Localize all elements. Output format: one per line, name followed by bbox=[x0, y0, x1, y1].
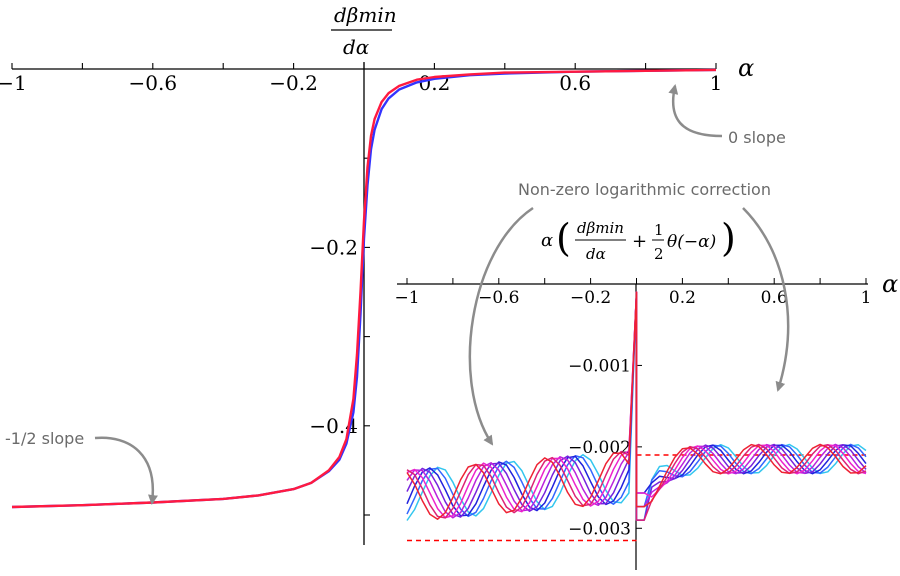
inset-chart: Non-zero logarithmic correction α ( dβmi… bbox=[394, 180, 898, 570]
inset-title: Non-zero logarithmic correction bbox=[518, 180, 771, 199]
inset-label-half-bottom: 2 bbox=[654, 245, 664, 263]
inset-x-tick-label: 1 bbox=[861, 288, 872, 308]
half-slope-label: -1/2 slope bbox=[5, 429, 84, 448]
main-y-ticks: −0.2−0.4 bbox=[309, 157, 370, 516]
inset-label-theta: θ(−α) bbox=[667, 232, 716, 252]
inset-label-open-paren: ( bbox=[556, 216, 571, 260]
inset-x-tick-label: 0.2 bbox=[669, 288, 696, 308]
half-slope-annotation: -1/2 slope bbox=[5, 429, 158, 505]
zero-slope-label: 0 slope bbox=[728, 128, 786, 147]
correction-arrow-right bbox=[742, 207, 790, 392]
inset-label-close-paren: ) bbox=[721, 216, 736, 260]
main-series-group bbox=[11, 68, 717, 509]
main-x-tick-label: 0.6 bbox=[559, 71, 591, 95]
correction-arrows bbox=[468, 206, 790, 446]
main-y-label-numerator: dβmin bbox=[334, 3, 397, 27]
inset-x-tick-label: −0.2 bbox=[570, 288, 611, 308]
inset-y-tick-label: −0.001 bbox=[568, 356, 631, 376]
inset-x-tick-label: −1 bbox=[394, 288, 419, 308]
main-series-line-2 bbox=[11, 68, 717, 509]
main-y-label-denominator: dα bbox=[343, 35, 370, 59]
zero-slope-arrow bbox=[668, 84, 723, 138]
inset-series-group bbox=[406, 291, 867, 521]
main-x-axis-label: α bbox=[738, 54, 754, 82]
zero-slope-annotation: 0 slope bbox=[668, 84, 786, 147]
inset-label-frac-top: dβmin bbox=[577, 219, 624, 237]
main-x-tick-label: −0.2 bbox=[269, 71, 318, 95]
inset-label-alpha: α bbox=[541, 230, 553, 251]
main-x-ticks: −1 −0.6 −0.2 0.2 0.6 1 bbox=[0, 63, 722, 95]
main-y-axis-label: dβmin dα bbox=[331, 3, 397, 59]
half-slope-arrow bbox=[94, 436, 158, 505]
main-chart: −1 −0.6 −0.2 0.2 0.6 1 −0.2−0.4 α dβmin dα 0 … bbox=[0, 3, 786, 545]
inset-x-axis-label: α bbox=[882, 270, 898, 298]
inset-x-ticks: −1 −0.6 −0.2 0.2 0.6 1 bbox=[394, 278, 871, 308]
inset-label-plus: + bbox=[632, 231, 647, 252]
main-x-tick-label: 0.2 bbox=[418, 71, 450, 95]
inset-label-frac-bottom: dα bbox=[586, 245, 606, 263]
inset-y-tick-label: −0.003 bbox=[568, 519, 631, 539]
main-x-tick-label: 1 bbox=[710, 71, 723, 95]
correction-arrow-left bbox=[468, 206, 534, 446]
main-x-tick-label: −1 bbox=[0, 71, 27, 95]
inset-y-axis-label: α ( dβmin dα + 1 2 θ(−α) ) bbox=[541, 216, 736, 263]
inset-x-tick-label: 0.6 bbox=[761, 288, 788, 308]
main-x-tick-label: −0.6 bbox=[129, 71, 178, 95]
inset-series-line-8 bbox=[406, 291, 867, 520]
inset-x-tick-label: −0.6 bbox=[478, 288, 519, 308]
inset-label-half-top: 1 bbox=[654, 221, 664, 239]
main-y-tick-label: −0.2 bbox=[309, 235, 358, 259]
